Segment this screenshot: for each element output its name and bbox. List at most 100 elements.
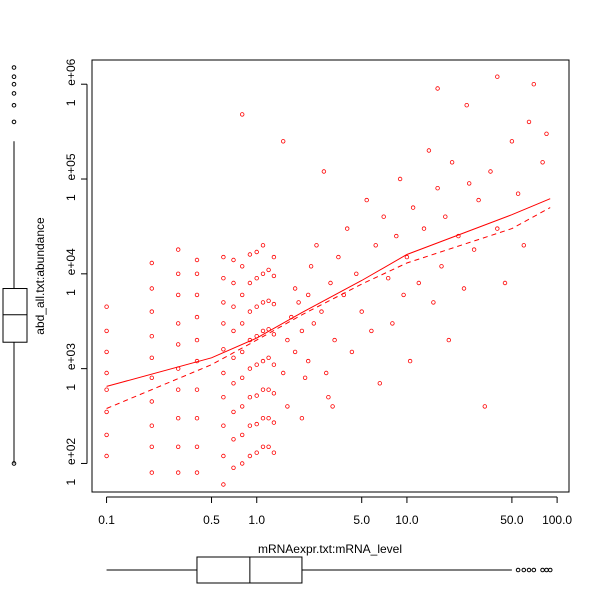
data-point [349, 349, 355, 355]
data-point [373, 243, 378, 248]
data-point [247, 366, 253, 371]
data-point [175, 470, 181, 475]
data-point [266, 387, 271, 392]
data-point [332, 337, 337, 343]
y-box-outlier [11, 461, 17, 466]
data-point [439, 264, 444, 269]
x-tick-label: 50.0 [500, 513, 524, 527]
y-tick-label-mantissa: 1 [64, 99, 78, 106]
data-point [231, 280, 236, 286]
data-point [292, 286, 298, 291]
y-box-outlier [11, 119, 17, 125]
data-point [354, 271, 359, 276]
data-point [296, 300, 301, 305]
data-point [461, 286, 467, 291]
data-point [299, 328, 305, 334]
x-tick-label: 1.0 [248, 513, 265, 527]
y-tick-label-exponent: e+03 [64, 343, 78, 370]
data-point [314, 243, 319, 248]
data-point [381, 214, 386, 219]
data-point [221, 423, 226, 428]
data-point [281, 370, 286, 376]
data-point [104, 349, 109, 355]
y-tick-label-mantissa: 1 [64, 478, 78, 485]
data-point [149, 423, 154, 428]
y-tick-label-mantissa: 1 [64, 384, 78, 391]
data-point [260, 416, 266, 421]
data-point [266, 444, 271, 449]
data-point [443, 214, 448, 219]
data-point [231, 257, 236, 263]
data-point [239, 432, 245, 438]
y-tick-label-exponent: e+06 [64, 58, 78, 85]
data-point [271, 301, 277, 307]
data-point [311, 321, 316, 326]
data-point [271, 254, 277, 260]
data-point [175, 292, 181, 298]
data-point [390, 321, 395, 326]
data-point [326, 395, 331, 400]
data-point [149, 309, 154, 314]
y-box-outlier [11, 102, 17, 108]
data-point [194, 257, 200, 263]
data-point [369, 328, 374, 334]
y-box-outlier [11, 81, 17, 87]
data-point [231, 355, 236, 360]
data-point [509, 139, 515, 144]
data-point [515, 191, 521, 196]
y-tick-label-mantissa: 1 [64, 289, 78, 296]
data-point [446, 337, 451, 343]
data-point [231, 381, 236, 386]
x-axis: 0.1 0.5 1.0 5.0 10.0 50.0 100.0 [98, 496, 572, 527]
data-point [364, 197, 369, 203]
data-point [281, 139, 286, 144]
fit-line-dashed [106, 207, 551, 409]
data-point [271, 332, 277, 337]
data-point [221, 276, 226, 281]
data-point [149, 470, 154, 475]
data-point [104, 304, 109, 309]
data-point [254, 304, 259, 309]
data-point [149, 355, 154, 360]
data-point [104, 387, 109, 392]
data-point [476, 197, 481, 203]
data-point [221, 347, 226, 352]
data-point [299, 416, 305, 421]
x-tick-label: 0.1 [98, 513, 115, 527]
data-point [495, 74, 500, 79]
data-point [194, 271, 200, 276]
data-point [386, 276, 391, 281]
data-point [285, 404, 290, 409]
data-point [104, 328, 109, 334]
data-point [231, 409, 236, 415]
data-point [467, 181, 472, 186]
data-point [401, 292, 406, 298]
data-point [254, 249, 259, 255]
data-point [260, 328, 266, 334]
data-point [254, 276, 259, 281]
y-box-outlier [11, 91, 17, 96]
data-point [464, 102, 469, 108]
points-layer [104, 74, 549, 487]
data-point [336, 254, 341, 260]
data-point [104, 453, 109, 459]
data-point [397, 176, 403, 182]
data-point [175, 321, 181, 326]
data-point [266, 267, 271, 273]
data-point [330, 404, 335, 409]
data-point [306, 358, 311, 364]
data-point [149, 334, 154, 339]
data-point [271, 420, 277, 425]
data-point [247, 252, 253, 257]
data-point [194, 337, 200, 343]
x-tick-label: 10.0 [395, 513, 419, 527]
data-point [194, 292, 200, 298]
data-point [247, 453, 253, 459]
data-point [221, 254, 226, 260]
y-tick-label-exponent: e+02 [64, 438, 78, 465]
x-box-outlier [544, 567, 549, 573]
data-point [247, 395, 253, 400]
data-point [149, 286, 154, 291]
data-point [260, 444, 266, 449]
